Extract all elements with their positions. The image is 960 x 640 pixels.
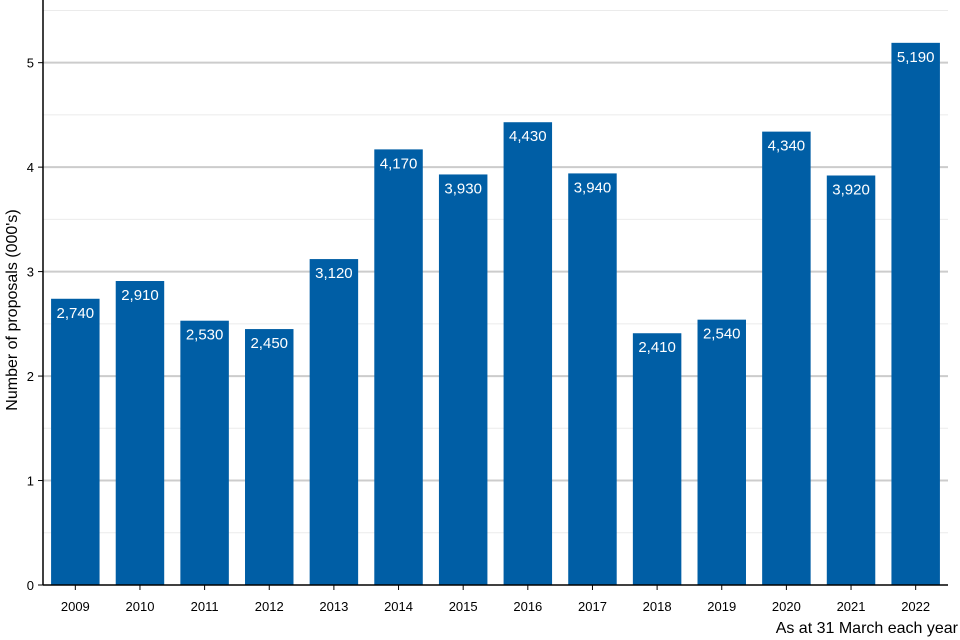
x-tick-label: 2015 bbox=[449, 599, 478, 614]
x-tick-label: 2022 bbox=[901, 599, 930, 614]
x-tick-label: 2018 bbox=[643, 599, 672, 614]
bar-2020 bbox=[762, 131, 811, 585]
data-label-2013: 3,120 bbox=[315, 265, 353, 282]
x-tick-label: 2011 bbox=[191, 599, 219, 614]
data-label-2012: 2,450 bbox=[250, 335, 288, 352]
x-tick-label: 2019 bbox=[707, 599, 736, 614]
x-tick-label: 2021 bbox=[837, 599, 866, 614]
data-label-2018: 2,410 bbox=[638, 339, 676, 356]
data-label-2022: 5,190 bbox=[897, 49, 935, 66]
bar-2009 bbox=[51, 298, 100, 585]
y-tick-label: 2 bbox=[27, 369, 34, 384]
y-tick-label: 0 bbox=[27, 578, 34, 593]
bar-2013 bbox=[309, 259, 359, 585]
bar-2010 bbox=[115, 281, 165, 585]
data-label-2016: 4,430 bbox=[509, 128, 547, 145]
bar-2016 bbox=[503, 122, 553, 586]
bar-2015 bbox=[438, 174, 488, 585]
data-label-2017: 3,940 bbox=[574, 179, 612, 196]
x-tick-label: 2012 bbox=[255, 599, 284, 614]
y-tick-label: 1 bbox=[27, 474, 34, 489]
data-label-2009: 2,740 bbox=[57, 305, 95, 322]
bar-2014 bbox=[374, 149, 423, 586]
bar-2019 bbox=[697, 319, 746, 585]
bar-2021 bbox=[826, 175, 876, 585]
bar-2018 bbox=[632, 333, 682, 585]
y-axis-title: Number of proposals (000's) bbox=[4, 209, 21, 410]
x-tick-label: 2010 bbox=[126, 599, 155, 614]
data-label-2021: 3,920 bbox=[832, 182, 870, 199]
x-tick-label: 2013 bbox=[319, 599, 348, 614]
x-axis-title: As at 31 March each year bbox=[776, 620, 959, 637]
y-tick-label: 5 bbox=[27, 56, 34, 71]
axes: 2009 2010 2011 2012 2013 2014 2015 2016 2017 2018… bbox=[27, 0, 948, 614]
y-tick-label: 4 bbox=[27, 160, 34, 175]
x-tick-label: 2017 bbox=[578, 599, 607, 614]
x-tick-label: 2014 bbox=[384, 599, 413, 614]
gridlines bbox=[43, 9, 948, 534]
x-tick-label: 2009 bbox=[61, 599, 90, 614]
data-label-2019: 2,540 bbox=[703, 326, 741, 343]
data-label-2015: 3,930 bbox=[444, 180, 482, 197]
data-label-2011: 2,530 bbox=[186, 327, 224, 344]
data-label-2020: 4,340 bbox=[768, 138, 806, 155]
bar-2022 bbox=[891, 42, 940, 585]
data-labels: 2,740 2,910 2,530 2,450 3,120 4,170 3,930 4,430… bbox=[57, 49, 935, 356]
x-tick-label: 2016 bbox=[513, 599, 542, 614]
bar-2012 bbox=[245, 329, 294, 585]
bars bbox=[51, 42, 940, 586]
bar-2017 bbox=[568, 173, 617, 586]
data-label-2010: 2,910 bbox=[121, 287, 159, 304]
data-label-2014: 4,170 bbox=[380, 155, 418, 172]
x-tick-label: 2020 bbox=[772, 599, 801, 614]
y-tick-label: 3 bbox=[27, 265, 34, 280]
bar-2011 bbox=[180, 320, 229, 585]
